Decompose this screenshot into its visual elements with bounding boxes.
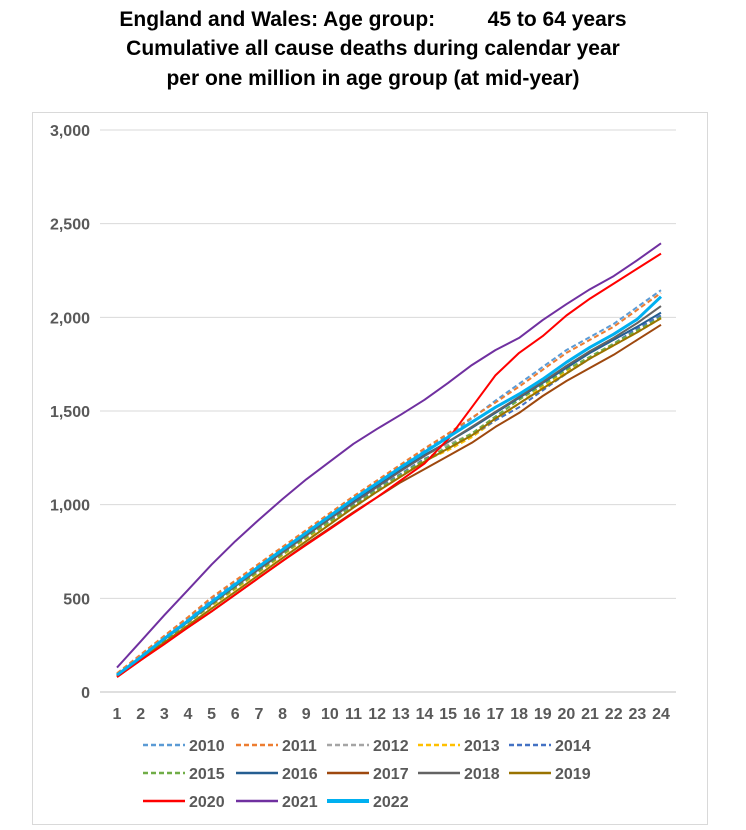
chart-area: [32, 112, 708, 825]
x-tick-label: 19: [534, 706, 552, 723]
x-tick-label: 24: [652, 706, 670, 723]
y-tick-label: 2,000: [50, 310, 90, 327]
legend-label-2012: 2012: [373, 738, 409, 755]
x-tick-label: 10: [321, 706, 339, 723]
x-tick-label: 4: [184, 706, 193, 723]
legend-label-2016: 2016: [282, 766, 318, 783]
x-tick-label: 1: [113, 706, 122, 723]
y-tick-label: 1,500: [50, 404, 90, 421]
x-tick-label: 15: [439, 706, 457, 723]
y-tick-label: 2,500: [50, 217, 90, 234]
x-tick-label: 23: [628, 706, 646, 723]
x-tick-label: 16: [463, 706, 481, 723]
chart-title-line-2: Cumulative all cause deaths during calen…: [126, 37, 620, 60]
chart-title-line-1: England and Wales: Age group: 45 to 64 y…: [119, 8, 627, 31]
legend-label-2018: 2018: [464, 766, 500, 783]
legend-label-2014: 2014: [555, 738, 591, 755]
legend-label-2013: 2013: [464, 738, 500, 755]
x-tick-label: 11: [345, 706, 362, 723]
series-line-2015: [116, 316, 662, 677]
y-tick-label: 1,000: [50, 498, 90, 515]
x-tick-label: 2: [136, 706, 145, 723]
chart-title-line-3: per one million in age group (at mid-yea…: [166, 67, 580, 90]
y-tick-label: 500: [63, 591, 90, 608]
series-line-2022: [116, 295, 663, 677]
x-tick-label: 18: [510, 706, 528, 723]
legend-label-2020: 2020: [189, 794, 225, 811]
x-tick-label: 7: [254, 706, 263, 723]
x-tick-label: 8: [278, 706, 287, 723]
legend-label-2015: 2015: [189, 766, 225, 783]
x-tick-label: 12: [368, 706, 386, 723]
legend-label-2021: 2021: [282, 794, 318, 811]
x-tick-label: 22: [605, 706, 623, 723]
x-tick-label: 5: [207, 706, 216, 723]
x-tick-label: 6: [231, 706, 240, 723]
x-tick-label: 9: [302, 706, 311, 723]
legend-label-2022: 2022: [373, 794, 409, 811]
x-tick-label: 14: [416, 706, 434, 723]
series-line-2021: [116, 242, 662, 669]
x-tick-label: 20: [557, 706, 575, 723]
series-line-2020: [116, 252, 662, 678]
legend-label-2019: 2019: [555, 766, 591, 783]
series-line-2019: [116, 317, 662, 677]
series-line-2017: [116, 323, 662, 678]
series-line-2010: [116, 289, 662, 675]
series-line-2013: [116, 317, 662, 677]
y-tick-label: 0: [81, 685, 90, 702]
x-tick-label: 13: [392, 706, 410, 723]
legend-label-2017: 2017: [373, 766, 409, 783]
series-line-2011: [116, 292, 662, 675]
x-tick-label: 17: [487, 706, 505, 723]
x-tick-label: 21: [581, 706, 599, 723]
y-tick-label: 3,000: [50, 123, 90, 140]
legend-label-2010: 2010: [189, 738, 225, 755]
legend-label-2011: 2011: [282, 738, 317, 755]
x-tick-label: 3: [160, 706, 169, 723]
